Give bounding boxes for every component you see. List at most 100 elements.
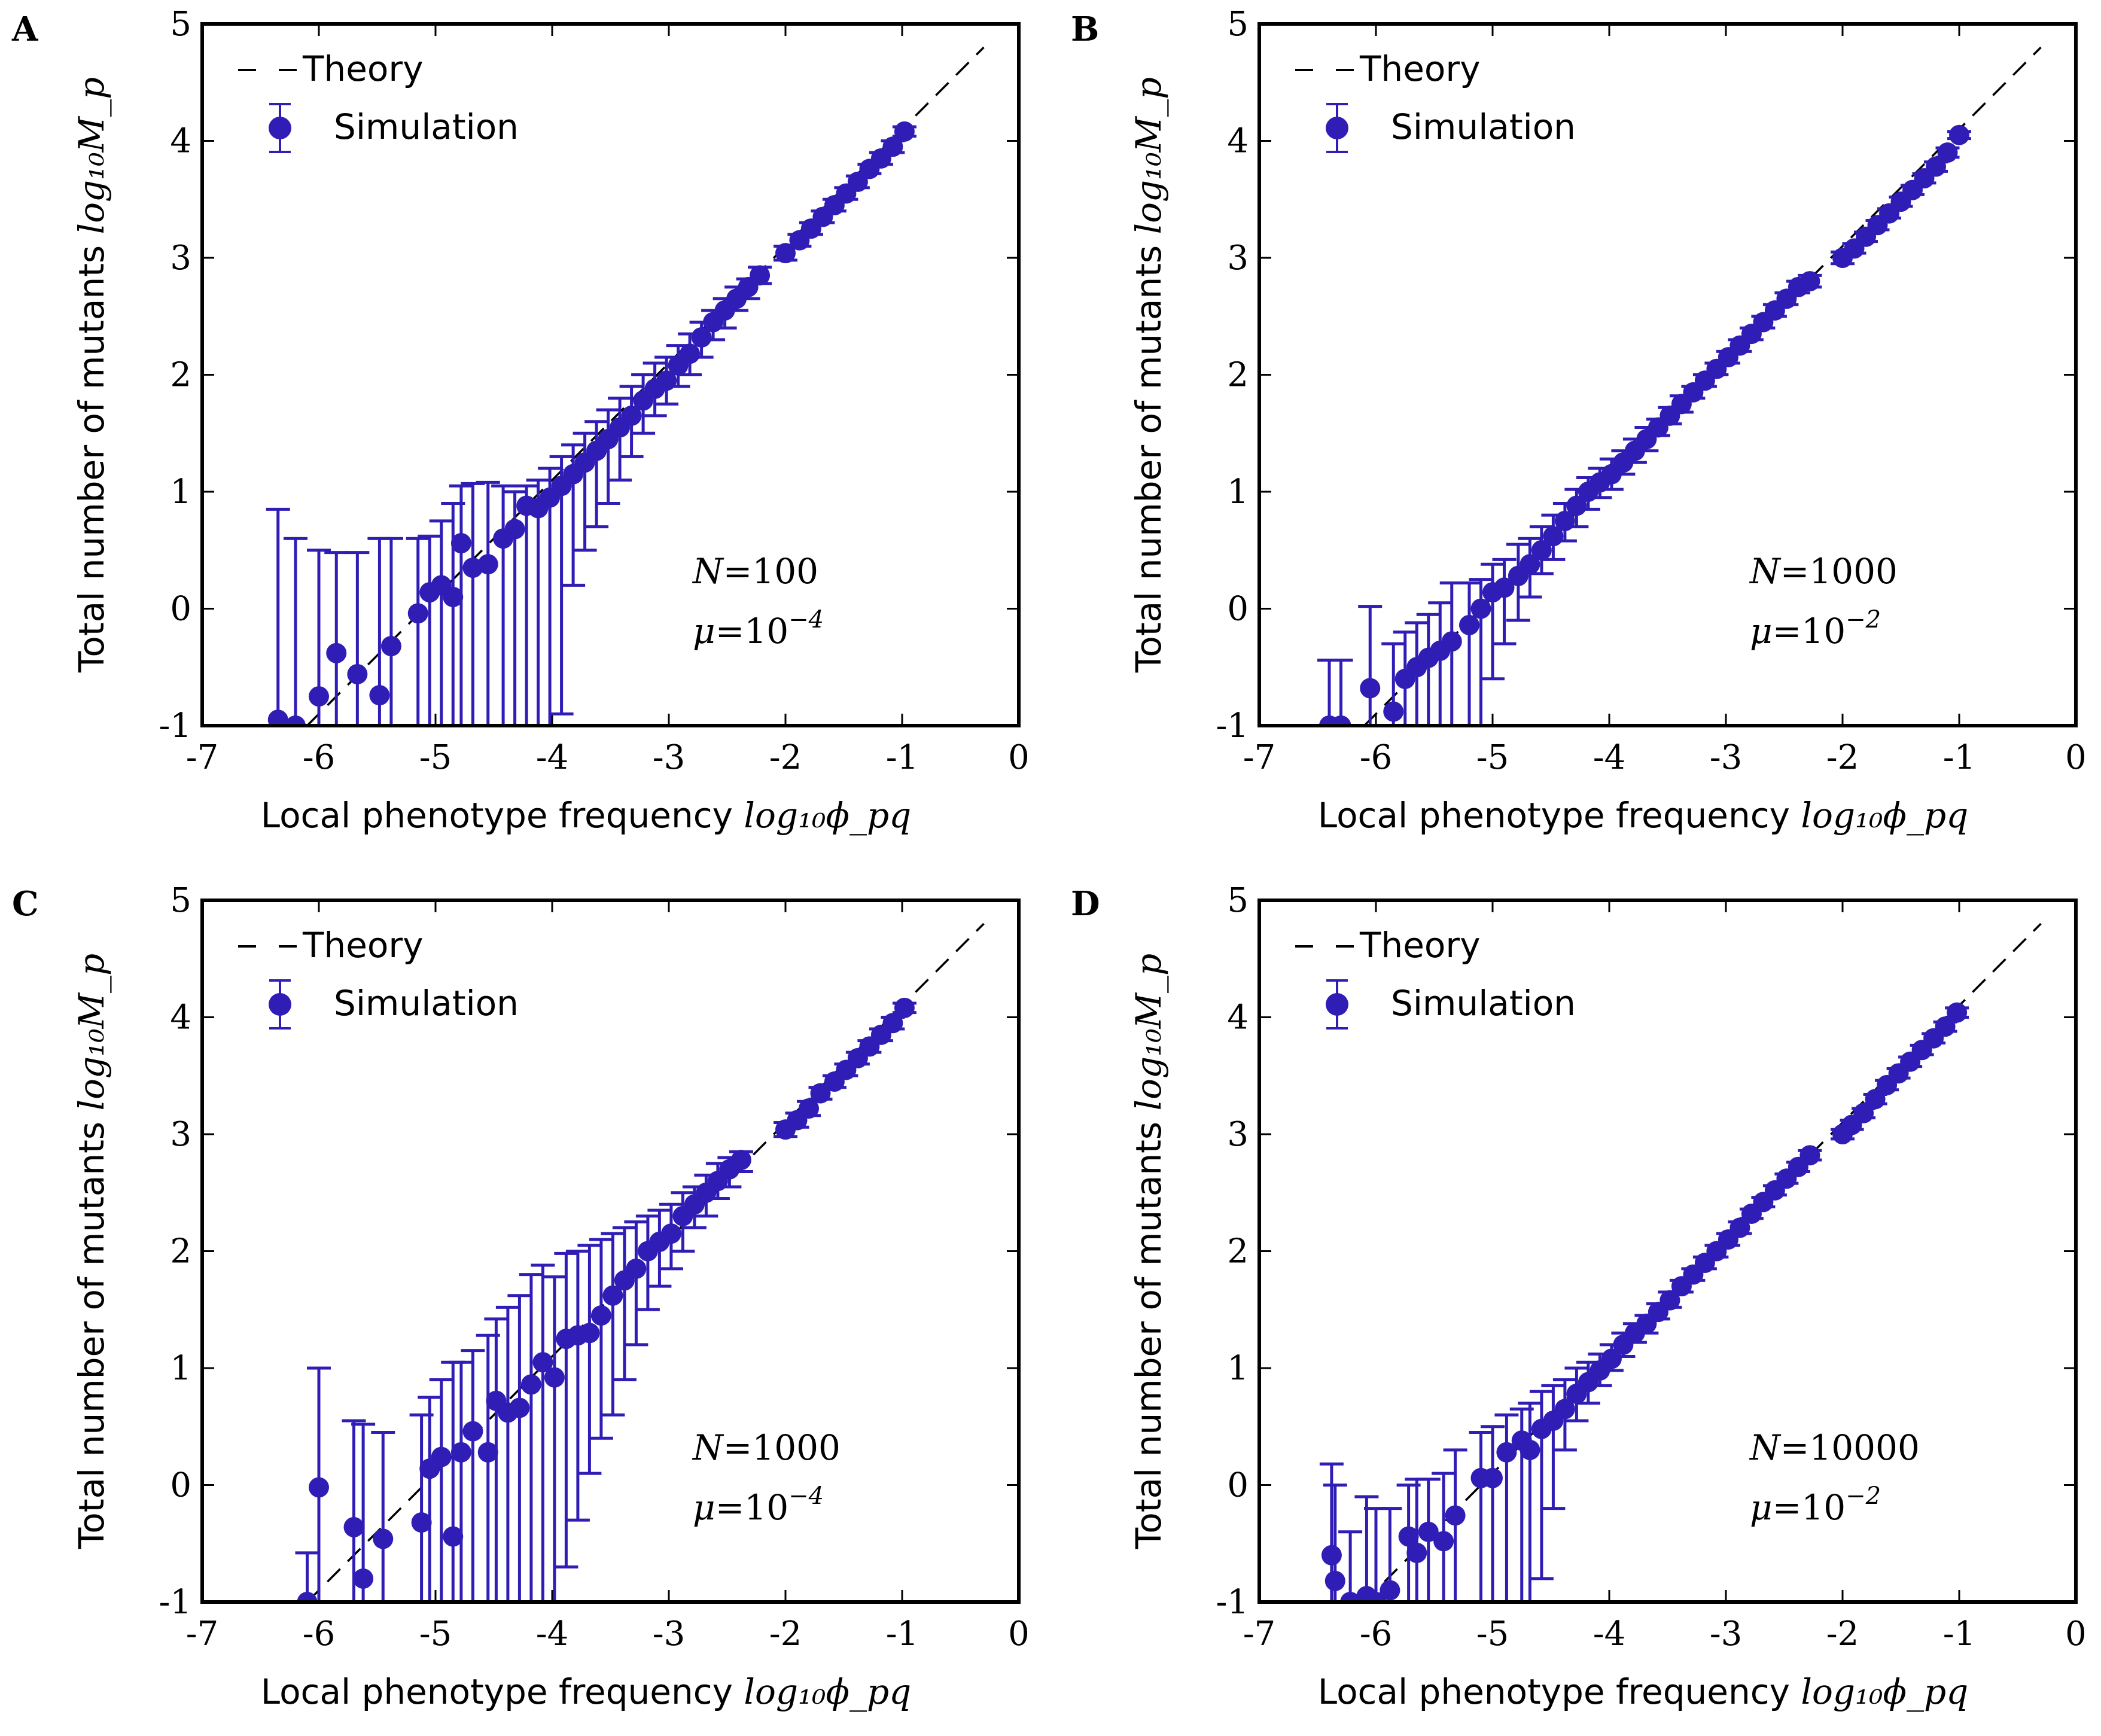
y-tick-label: 3: [170, 1115, 191, 1154]
axes-frame: [1257, 899, 2078, 1604]
sim-marker: [1418, 1521, 1439, 1542]
annotation-n-var: N: [692, 551, 724, 592]
data-point: [307, 1366, 331, 1602]
sim-marker: [443, 586, 464, 607]
y-tick-label: 4: [1227, 122, 1249, 161]
sim-marker: [882, 1013, 903, 1034]
y-tick-label: 5: [1227, 5, 1249, 44]
sim-marker: [380, 636, 401, 657]
x-tick-label: -6: [303, 1615, 336, 1653]
data-point: [1323, 1484, 1347, 1602]
x-tick-label: -4: [1593, 738, 1626, 777]
x-tick-label: 0: [2065, 738, 2087, 777]
panel-label: C: [12, 884, 39, 924]
annotation-n-value: =1000: [723, 1427, 841, 1468]
data-point: [1358, 605, 1383, 726]
data-point: [1518, 537, 1542, 599]
legend: Theory Simulation: [238, 925, 519, 1030]
sim-marker: [1729, 1217, 1750, 1238]
data-point: [1432, 1472, 1456, 1602]
annotation-n: N=10000: [1749, 1427, 1920, 1468]
data-point: [531, 1263, 555, 1602]
x-tick-label: -3: [653, 1615, 686, 1653]
sim-marker: [1494, 577, 1515, 598]
data-point: [1469, 1431, 1493, 1602]
sim-marker: [1330, 715, 1351, 726]
x-tick-label: -2: [1826, 1615, 1859, 1653]
legend-theory-label: Theory: [1359, 925, 1481, 966]
x-tick-label: -6: [303, 738, 336, 777]
data-point: [295, 1551, 319, 1602]
annotation-n: N=1000: [692, 1427, 841, 1468]
data-point: [1439, 581, 1464, 726]
sim-marker: [730, 1150, 751, 1171]
y-tick-label: 2: [170, 356, 191, 395]
x-axis-label-math: log₁₀ϕ_pq: [744, 1671, 911, 1712]
annotation-mu-base: =10: [1773, 611, 1846, 651]
sim-marker: [267, 709, 288, 726]
sim-marker: [532, 1352, 553, 1373]
y-tick-label: 0: [1227, 590, 1249, 629]
sim-marker: [882, 136, 903, 157]
axes-frame: [1257, 22, 2078, 727]
data-point: [461, 482, 485, 726]
legend-theory-label: Theory: [1359, 48, 1481, 89]
data-point: [577, 1244, 602, 1475]
sim-marker: [326, 642, 347, 663]
data-point: [1945, 1002, 1969, 1023]
x-tick-label: -3: [653, 738, 686, 777]
theory-line: [306, 922, 985, 1602]
data-point: [1481, 1425, 1505, 1602]
sim-marker: [477, 554, 498, 575]
data-point: [1428, 601, 1453, 726]
data-point: [542, 1275, 567, 1602]
y-axis-label-math: log₁₀M_p: [1128, 77, 1169, 234]
sim-marker: [680, 343, 701, 364]
sim-marker: [1520, 554, 1540, 575]
annotation-n: N=1000: [1749, 551, 1898, 592]
y-axis-label-math: log₁₀M_p: [1128, 954, 1169, 1111]
sim-marker: [343, 1516, 364, 1537]
panel-label: A: [11, 10, 39, 49]
y-tick-label: 5: [170, 881, 191, 920]
x-tick-label: 0: [2065, 1615, 2087, 1653]
sim-marker: [1949, 124, 1969, 145]
data-point: [284, 537, 307, 726]
data-point: [678, 332, 702, 376]
x-tick-label: -1: [886, 738, 919, 777]
sim-marker: [590, 1305, 611, 1326]
x-tick-label: -7: [186, 1615, 219, 1653]
x-axis-label: Local phenotype frequency log₁₀ϕ_pq: [261, 795, 912, 836]
y-tick-label: 3: [1227, 239, 1249, 278]
x-tick-label: -5: [1476, 738, 1509, 777]
y-tick-label: 4: [170, 122, 191, 161]
y-axis-label: Total number of mutants log₁₀M_p: [71, 77, 112, 673]
y-axis-label-text: Total number of mutants: [1128, 1110, 1169, 1549]
sim-marker: [285, 715, 306, 726]
x-axis-label-math: log₁₀ϕ_pq: [1801, 1671, 1968, 1712]
sim-marker: [509, 1397, 530, 1418]
annotation-mu-var: μ: [1750, 611, 1773, 651]
panel-d: D -7 -6 -5 -4 -3 -2 -1 0 -1 0 1 2 3 4 5 Theory Simulation…: [1071, 881, 2087, 1712]
annotation-mu-base: =10: [715, 611, 788, 651]
sim-marker: [353, 1568, 374, 1589]
data-point: [449, 484, 473, 726]
x-axis-label-text: Local phenotype frequency: [261, 1671, 744, 1712]
data-point: [345, 551, 370, 726]
data-point: [1393, 631, 1417, 726]
sim-marker: [297, 1592, 318, 1602]
data-point: [1354, 1495, 1379, 1602]
sim-marker: [1601, 1348, 1622, 1369]
sim-marker: [1340, 1592, 1361, 1602]
data-point: [351, 1423, 376, 1602]
data-point: [1947, 124, 1971, 145]
x-tick-label: -4: [1593, 1615, 1626, 1653]
sim-marker: [1380, 1580, 1400, 1601]
y-tick-label: 0: [170, 590, 191, 629]
x-tick-label: -3: [1710, 1615, 1743, 1653]
panel-label: D: [1071, 884, 1100, 924]
y-tick-label: -1: [1216, 706, 1249, 745]
data-point: [429, 1378, 453, 1602]
y-tick-label: 0: [170, 1466, 191, 1505]
y-axis-label: Total number of mutants log₁₀M_p: [71, 954, 112, 1549]
